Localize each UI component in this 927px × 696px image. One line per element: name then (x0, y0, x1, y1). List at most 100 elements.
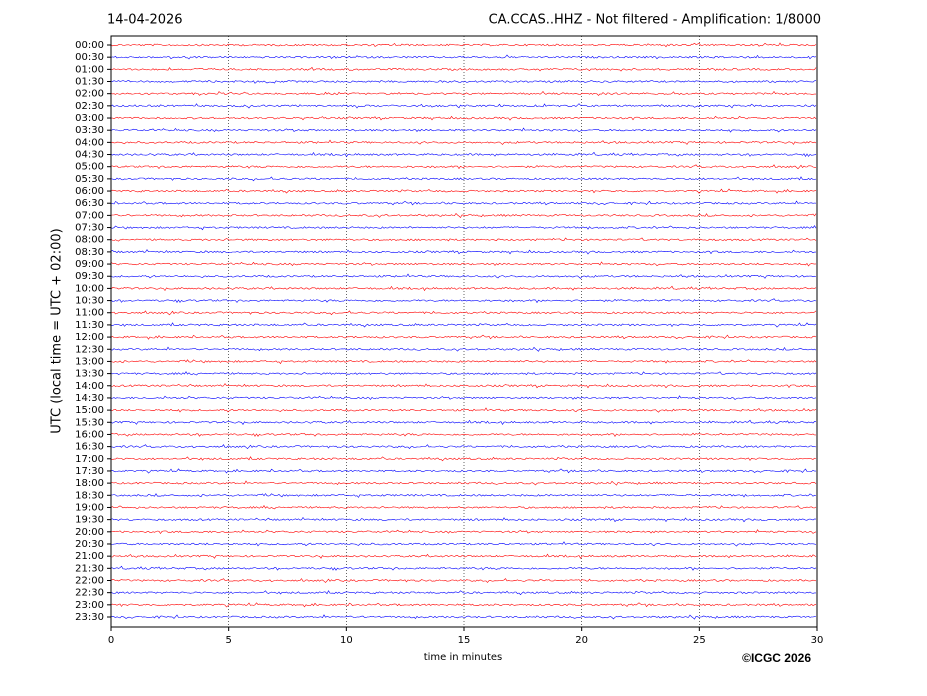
trace (110, 493, 817, 498)
y-tick-label: 10:30 (75, 296, 104, 307)
y-tick-label: 00:30 (75, 52, 104, 63)
trace (110, 80, 817, 84)
y-tick-label: 11:00 (75, 308, 104, 319)
trace (110, 249, 816, 255)
trace (110, 200, 817, 206)
trace (110, 505, 817, 510)
y-tick-label: 03:30 (75, 125, 104, 136)
trace (110, 359, 817, 365)
y-tick-label: 08:30 (75, 247, 104, 258)
y-tick-label: 13:00 (75, 356, 104, 367)
y-tick-label: 07:30 (75, 223, 104, 234)
y-tick-label: 18:30 (75, 490, 104, 501)
y-tick-label: 16:30 (75, 442, 104, 453)
trace (110, 285, 817, 292)
y-tick-label: 11:30 (75, 320, 104, 331)
trace (110, 273, 817, 279)
y-tick-label: 12:30 (75, 344, 104, 355)
trace (110, 139, 817, 145)
x-tick-label: 30 (811, 635, 824, 646)
trace (110, 213, 817, 218)
x-tick-label: 15 (458, 635, 471, 646)
trace (110, 444, 817, 450)
y-tick-label: 14:00 (75, 381, 104, 392)
y-tick-label: 07:00 (75, 210, 104, 221)
y-tick-label: 17:30 (75, 466, 104, 477)
trace (110, 66, 817, 72)
y-tick-label: 15:30 (75, 417, 104, 428)
trace (110, 115, 817, 121)
trace (110, 407, 817, 413)
y-tick-label: 22:30 (75, 588, 104, 599)
y-tick-label: 20:30 (75, 539, 104, 550)
y-tick-label: 12:00 (75, 332, 104, 343)
x-tick-label: 20 (575, 635, 588, 646)
y-tick-label: 15:00 (75, 405, 104, 416)
y-tick-label: 06:30 (75, 198, 104, 209)
trace (110, 298, 817, 304)
y-tick-label: 19:00 (75, 502, 104, 513)
trace (110, 371, 817, 376)
trace (110, 127, 817, 133)
trace (110, 103, 817, 109)
x-tick-label: 0 (108, 635, 114, 646)
trace (110, 151, 817, 158)
x-axis-label: time in minutes (424, 652, 503, 663)
y-tick-label: 04:00 (75, 137, 104, 148)
y-tick-label: 05:30 (75, 174, 104, 185)
trace (110, 590, 816, 596)
trace (110, 261, 817, 267)
y-tick-label: 16:00 (75, 429, 104, 440)
plot-frame (110, 35, 818, 628)
y-tick-label: 03:00 (75, 113, 104, 124)
x-tick-label: 25 (693, 635, 706, 646)
y-tick-label: 17:00 (75, 454, 104, 465)
trace (110, 395, 817, 400)
y-tick-label: 23:30 (75, 612, 104, 623)
trace (110, 468, 816, 474)
y-tick-label: 09:00 (75, 259, 104, 270)
y-tick-label: 23:00 (75, 600, 104, 611)
y-tick-label: 13:30 (75, 369, 104, 380)
trace (110, 164, 817, 170)
y-tick-label: 08:00 (75, 235, 104, 246)
station-title: CA.CCAS..HHZ - Not filtered - Amplificat… (489, 13, 821, 28)
y-tick-label: 04:30 (75, 150, 104, 161)
trace (110, 419, 817, 425)
y-tick-label: 10:00 (75, 283, 104, 294)
y-tick-label: 18:00 (75, 478, 104, 489)
trace (110, 553, 817, 559)
y-tick-label: 05:00 (75, 162, 104, 173)
y-axis-label: UTC (local time = UTC + 02:00) (50, 228, 65, 433)
trace (110, 322, 817, 328)
y-tick-label: 14:30 (75, 393, 104, 404)
trace (110, 578, 817, 583)
trace (110, 602, 817, 608)
y-tick-label: 20:00 (75, 527, 104, 538)
y-tick-label: 01:00 (75, 64, 104, 75)
trace (110, 614, 817, 620)
trace (110, 529, 817, 535)
x-tick-label: 10 (340, 635, 353, 646)
y-tick-label: 02:00 (75, 89, 104, 100)
trace (110, 54, 817, 60)
y-tick-label: 19:30 (75, 515, 104, 526)
y-tick-label: 00:00 (75, 40, 104, 51)
trace (110, 90, 817, 96)
trace (110, 541, 817, 547)
trace (110, 346, 817, 352)
trace (110, 188, 817, 194)
trace (110, 42, 817, 48)
y-tick-label: 21:30 (75, 563, 104, 574)
trace (110, 516, 817, 523)
trace (110, 310, 817, 316)
trace (110, 565, 817, 571)
trace (110, 225, 817, 231)
y-tick-label: 06:00 (75, 186, 104, 197)
x-tick-label: 5 (225, 635, 231, 646)
y-tick-label: 21:00 (75, 551, 104, 562)
y-tick-label: 09:30 (75, 271, 104, 282)
trace (110, 432, 817, 437)
trace (110, 383, 817, 389)
